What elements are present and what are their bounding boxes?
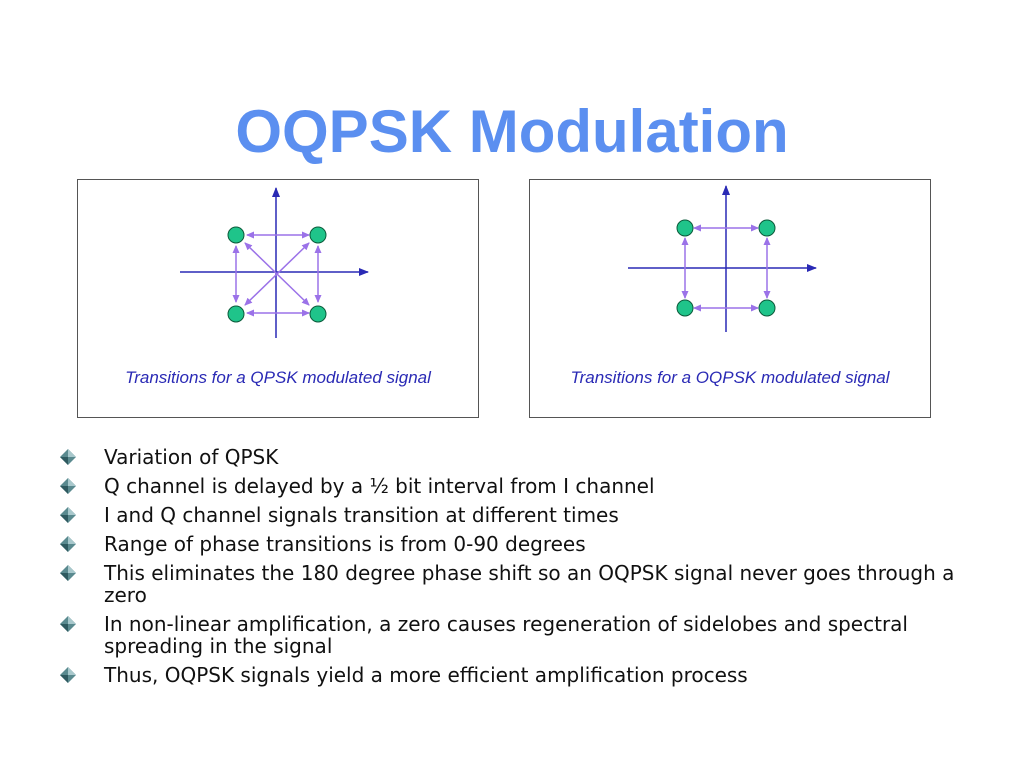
constellation-point	[309, 305, 327, 323]
qpsk-diagram-panel: Transitions for a QPSK modulated signal	[77, 179, 479, 418]
bullet-text: In non-linear amplification, a zero caus…	[104, 612, 908, 658]
oqpsk-diagram-panel: Transitions for a OQPSK modulated signal	[529, 179, 931, 418]
bullet-text: Range of phase transitions is from 0-90 …	[104, 532, 586, 556]
diamond-bullet-icon	[60, 507, 76, 523]
bullet-text: Q channel is delayed by a ½ bit interval…	[104, 474, 655, 498]
diamond-bullet-icon	[60, 667, 76, 683]
constellation-point	[758, 219, 776, 237]
bullet-text: This eliminates the 180 degree phase shi…	[104, 561, 955, 607]
constellation-point	[227, 226, 245, 244]
diamond-bullet-icon	[60, 565, 76, 581]
bullet-item: Q channel is delayed by a ½ bit interval…	[60, 475, 980, 497]
slide-title: OQPSK Modulation	[235, 98, 789, 166]
bullet-item: Range of phase transitions is from 0-90 …	[60, 533, 980, 555]
qpsk-constellation-diagram	[180, 187, 369, 338]
bullet-text: Thus, OQPSK signals yield a more efficie…	[104, 663, 748, 687]
bullet-item: This eliminates the 180 degree phase shi…	[60, 562, 980, 606]
constellation-point	[758, 299, 776, 317]
bullet-text: I and Q channel signals transition at di…	[104, 503, 619, 527]
transition-arrow	[244, 242, 310, 306]
constellation-point	[309, 226, 327, 244]
diamond-bullet-icon	[60, 478, 76, 494]
constellation-point	[676, 219, 694, 237]
diamond-bullet-icon	[60, 449, 76, 465]
diamond-bullet-icon	[60, 536, 76, 552]
bullet-list: Variation of QPSK Q channel is delayed b…	[60, 446, 980, 693]
bullet-item: I and Q channel signals transition at di…	[60, 504, 980, 526]
diamond-bullet-icon	[60, 616, 76, 632]
bullet-item: Variation of QPSK	[60, 446, 980, 468]
oqpsk-constellation-diagram	[628, 185, 817, 332]
constellation-point	[227, 305, 245, 323]
bullet-item: Thus, OQPSK signals yield a more efficie…	[60, 664, 980, 686]
constellation-point	[676, 299, 694, 317]
qpsk-caption: Transitions for a QPSK modulated signal	[125, 368, 431, 387]
bullet-item: In non-linear amplification, a zero caus…	[60, 613, 980, 657]
oqpsk-caption: Transitions for a OQPSK modulated signal	[570, 368, 890, 387]
bullet-text: Variation of QPSK	[104, 445, 279, 469]
